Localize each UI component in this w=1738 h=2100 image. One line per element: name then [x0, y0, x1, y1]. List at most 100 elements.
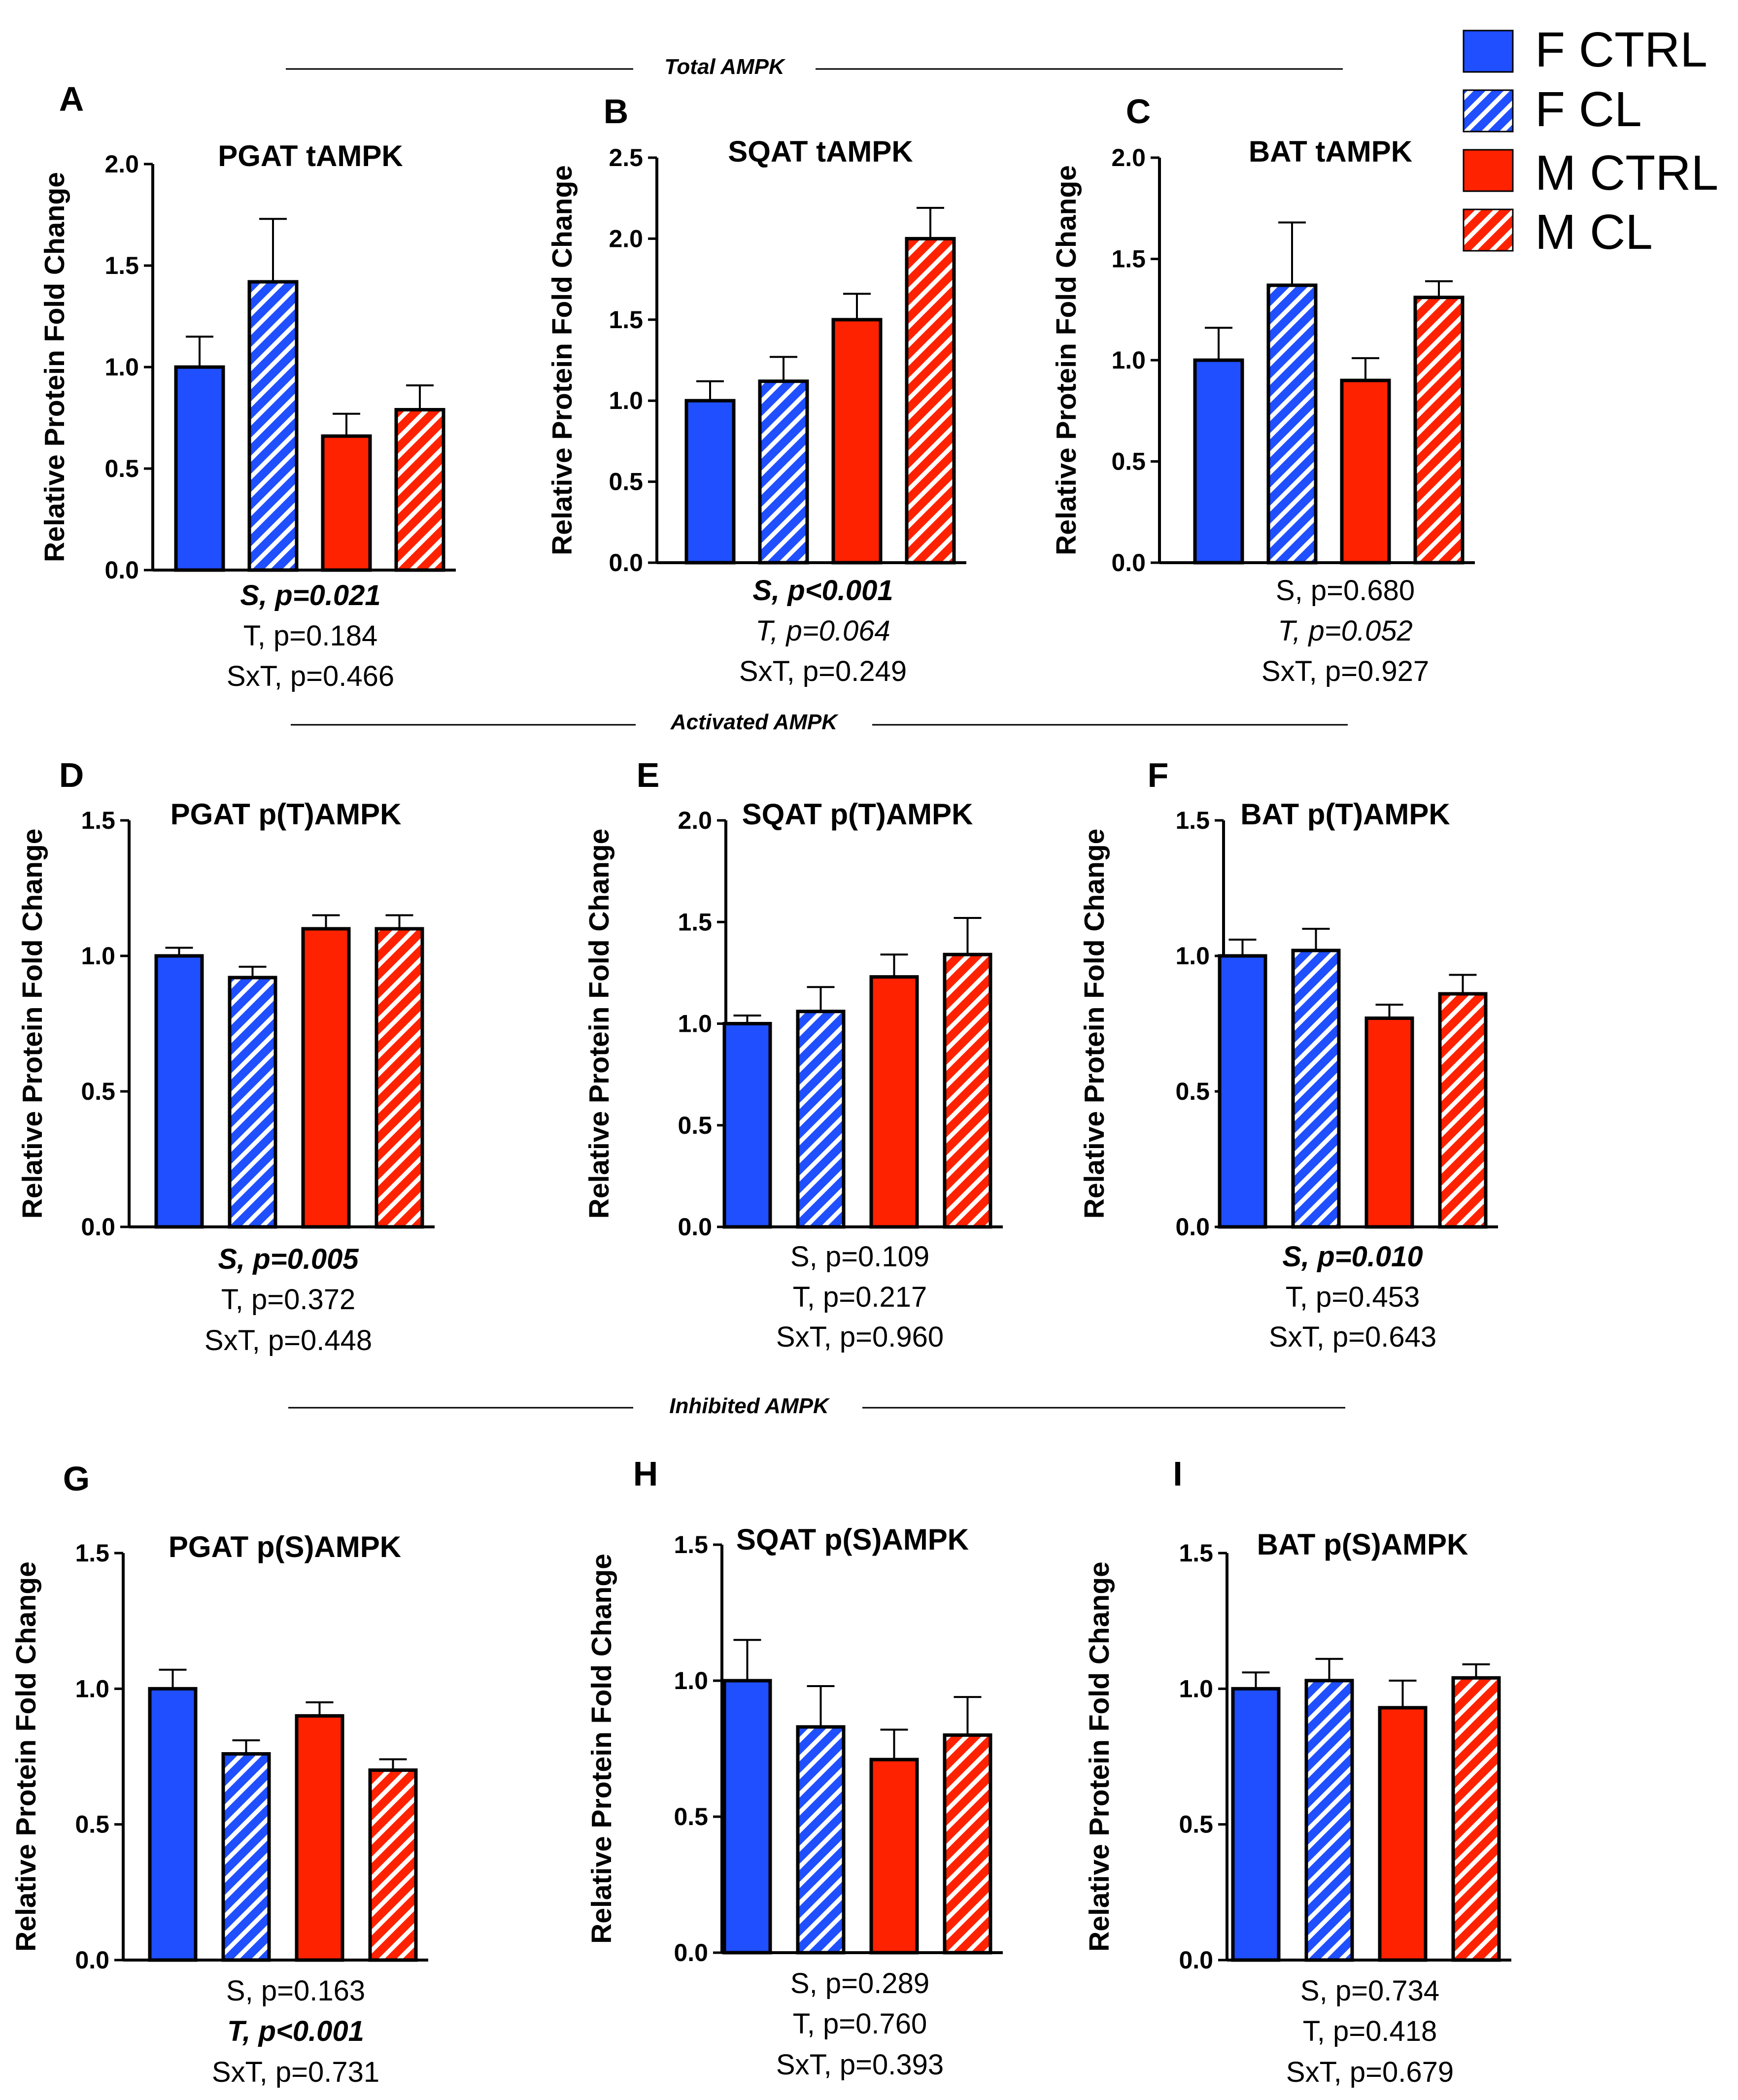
- y-tick-label: 2.0: [104, 150, 139, 178]
- legend-swatch-m-ctrl: [1463, 149, 1514, 192]
- y-tick-label: 1.5: [678, 908, 712, 936]
- bar-f-ctrl: [1231, 1687, 1281, 1962]
- chart-panel-h: H SQAT p(S)AMPK Relative Protein Fold Chan…: [586, 1455, 1003, 2081]
- y-tick-label: 1.0: [1111, 346, 1146, 374]
- stats-line: SxT, p=0.731: [212, 2056, 379, 2088]
- stats-line: SxT, p=0.927: [1261, 655, 1429, 687]
- panel-letter: B: [604, 92, 629, 131]
- bar-m-ctrl: [869, 1758, 919, 1955]
- bar-f-cl: [758, 379, 809, 565]
- panel-letter: D: [59, 756, 84, 794]
- y-tick-label: 0.5: [75, 1811, 109, 1838]
- section-title-inhibited: Inhibited AMPK: [669, 1394, 830, 1418]
- section-title-activated: Activated AMPK: [670, 710, 839, 734]
- y-tick-label: 1.0: [674, 1667, 708, 1694]
- chart-title: PGAT p(T)AMPK: [170, 798, 402, 831]
- y-tick-label: 1.5: [81, 807, 115, 834]
- stats-line: T, p=0.052: [1278, 615, 1413, 647]
- bar-f-cl: [1266, 283, 1318, 565]
- y-axis-label: Relative Protein Fold Change: [17, 829, 48, 1219]
- bar-m-ctrl: [869, 975, 919, 1229]
- panel-letter: A: [59, 80, 84, 118]
- bar-f-ctrl: [722, 1022, 772, 1229]
- stats-line: SxT, p=0.643: [1269, 1321, 1436, 1353]
- bar-f-cl: [796, 1725, 846, 1955]
- stats-line: T, p=0.064: [755, 615, 890, 647]
- chart-title: SQAT p(T)AMPK: [742, 798, 973, 831]
- chart-panels: A PGAT tAMPK Relative Protein Fold Change 0…: [10, 80, 1511, 2088]
- y-tick-label: 1.5: [104, 252, 139, 279]
- legend-swatch-m-cl: [1463, 208, 1514, 252]
- y-axis-label: Relative Protein Fold Change: [39, 172, 70, 562]
- y-axis-label: Relative Protein Fold Change: [583, 829, 615, 1219]
- y-tick-label: 0.5: [81, 1078, 115, 1105]
- stats-line: SxT, p=0.466: [227, 660, 394, 692]
- y-tick-label: 0.0: [609, 549, 643, 576]
- y-axis-label: Relative Protein Fold Change: [1079, 829, 1110, 1219]
- y-tick-label: 0.5: [678, 1112, 712, 1139]
- y-tick-label: 2.0: [609, 225, 643, 252]
- chart-panel-g: G PGAT p(S)AMPK Relative Protein Fold Chan…: [10, 1459, 428, 2088]
- bar-m-cl: [1451, 1676, 1501, 1962]
- chart-panel-a: A PGAT tAMPK Relative Protein Fold Change 0…: [39, 80, 456, 692]
- legend-item-f-cl: F CL: [1463, 82, 1642, 137]
- y-axis-label: Relative Protein Fold Change: [10, 1561, 42, 1952]
- legend-swatch-f-cl: [1463, 89, 1514, 133]
- stats-line: S, p=0.010: [1282, 1241, 1423, 1273]
- stats-line: SxT, p=0.249: [739, 655, 907, 687]
- y-tick-label: 0.0: [1111, 549, 1146, 576]
- chart-title: BAT p(T)AMPK: [1240, 798, 1450, 831]
- bar-m-ctrl: [301, 927, 351, 1229]
- stats-line: T, p=0.418: [1303, 2015, 1437, 2047]
- chart-title: PGAT tAMPK: [218, 139, 403, 172]
- y-axis-label: Relative Protein Fold Change: [546, 165, 578, 555]
- y-tick-label: 0.5: [1179, 1811, 1213, 1838]
- bar-m-ctrl: [295, 1714, 344, 1962]
- y-tick-label: 0.0: [1179, 1946, 1213, 1974]
- chart-panel-c: C BAT tAMPK Relative Protein Fold Change 0.…: [1051, 92, 1475, 687]
- chart-title: SQAT p(S)AMPK: [736, 1523, 969, 1556]
- bar-m-ctrl: [1378, 1706, 1428, 1962]
- legend-item-f-ctrl: F CTRL: [1463, 22, 1707, 77]
- section-title-total: Total AMPK: [664, 55, 786, 79]
- chart-panel-b: B SQAT tAMPK Relative Protein Fold Change 0…: [546, 92, 966, 687]
- panel-letter: G: [63, 1459, 90, 1498]
- stats-line: SxT, p=0.393: [776, 2049, 944, 2081]
- bar-f-ctrl: [148, 1687, 198, 1962]
- bar-m-cl: [943, 1733, 992, 1955]
- y-tick-label: 1.5: [1175, 807, 1210, 834]
- stats-line: T, p=0.453: [1286, 1281, 1420, 1313]
- chart-title: BAT tAMPK: [1249, 135, 1412, 168]
- bar-f-cl: [1291, 948, 1341, 1229]
- legend-swatch-f-ctrl: [1463, 30, 1514, 73]
- stats-line: S, p=0.680: [1276, 575, 1415, 607]
- stats-line: S, p=0.734: [1300, 1975, 1439, 2007]
- y-tick-label: 1.0: [81, 942, 115, 970]
- bar-m-cl: [375, 927, 424, 1229]
- y-tick-label: 1.0: [75, 1675, 109, 1702]
- bar-m-cl: [394, 408, 445, 572]
- section-header-inhibited: Inhibited AMPK: [288, 1394, 1345, 1418]
- y-tick-label: 1.0: [104, 353, 139, 381]
- y-tick-label: 0.0: [81, 1213, 115, 1241]
- y-tick-label: 0.0: [1175, 1213, 1210, 1241]
- legend-item-m-ctrl: M CTRL: [1463, 145, 1718, 201]
- y-tick-label: 0.0: [674, 1939, 708, 1966]
- bar-f-cl: [228, 976, 277, 1229]
- chart-panel-e: E SQAT p(T)AMPK Relative Protein Fold Chan…: [583, 756, 1003, 1353]
- bar-f-ctrl: [1218, 954, 1267, 1229]
- stats-line: SxT, p=0.448: [204, 1324, 372, 1356]
- stats-line: T, p=0.760: [793, 2008, 927, 2040]
- y-tick-label: 2.0: [678, 807, 712, 834]
- stats-line: S, p=0.163: [226, 1975, 365, 2007]
- chart-panel-i: I BAT p(S)AMPK Relative Protein Fold Chang…: [1084, 1455, 1511, 2088]
- chart-panel-f: F BAT p(T)AMPK Relative Protein Fold Chang…: [1079, 756, 1498, 1353]
- bar-f-cl: [796, 1010, 846, 1229]
- y-tick-label: 1.0: [1179, 1675, 1213, 1702]
- y-tick-label: 2.5: [609, 144, 643, 171]
- stats-line: T, p=0.217: [793, 1281, 927, 1313]
- y-tick-label: 1.0: [609, 387, 643, 414]
- y-tick-label: 0.0: [104, 556, 139, 584]
- bar-m-cl: [1413, 296, 1465, 565]
